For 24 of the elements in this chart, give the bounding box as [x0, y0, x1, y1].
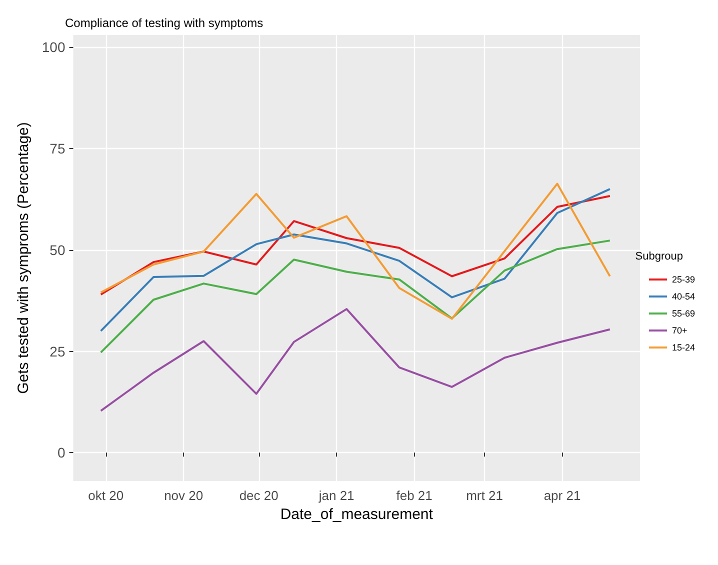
x-tick-label: apr 21 [544, 488, 581, 503]
chart-title: Compliance of testing with symptoms [65, 16, 264, 30]
x-tick-label: okt 20 [88, 488, 124, 503]
y-axis-title: Gets tested with symproms (Percentage) [15, 122, 32, 394]
legend-label: 25-39 [672, 274, 696, 284]
line-series [100, 308, 611, 412]
legend-label: 70+ [672, 326, 688, 336]
y-tick-label: 0 [57, 444, 66, 461]
x-tick-label: dec 20 [239, 488, 278, 503]
x-tick-label: mrt 21 [466, 488, 503, 503]
y-tick-label: 25 [50, 343, 66, 360]
legend-title: Subgroup [635, 250, 684, 262]
x-tick-label: jan 21 [318, 488, 354, 503]
legend-label: 40-54 [672, 292, 696, 302]
y-tick-label: 50 [50, 242, 66, 258]
y-tick-label: 75 [50, 140, 66, 157]
x-axis-title: Date_of_measurement [280, 506, 434, 523]
x-tick-label: feb 21 [396, 488, 432, 503]
line-series [100, 194, 611, 296]
y-tick-label: 100 [42, 39, 66, 56]
legend-label: 15-24 [672, 342, 696, 352]
line-series [100, 240, 611, 354]
legend-label: 55-69 [672, 308, 696, 318]
x-tick-label: nov 20 [164, 488, 204, 503]
